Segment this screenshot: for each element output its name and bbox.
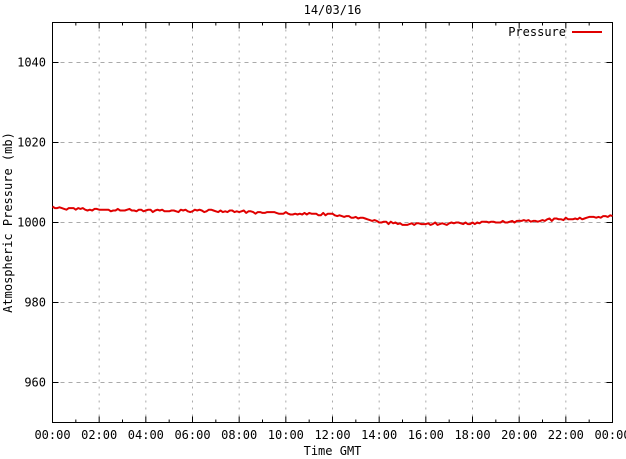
- x-tick-label: 00:00: [594, 428, 626, 442]
- x-tick-label: 18:00: [454, 428, 490, 442]
- x-tick-label: 08:00: [221, 428, 257, 442]
- x-tick-label: 10:00: [268, 428, 304, 442]
- y-tick-label: 960: [24, 376, 46, 390]
- y-axis-label: Atmospheric Pressure (mb): [1, 132, 15, 313]
- y-tick-label: 1020: [17, 136, 46, 150]
- x-tick-label: 04:00: [128, 428, 164, 442]
- x-tick-label: 02:00: [81, 428, 117, 442]
- plot-border: [52, 22, 613, 423]
- chart-title: 14/03/16: [304, 3, 362, 17]
- x-tick-labels: 00:00 02:00 04:00 06:00 08:00 10:00 12:00 14:00…: [34, 428, 626, 442]
- y-tick-label: 1040: [17, 56, 46, 70]
- x-tick-label: 06:00: [174, 428, 210, 442]
- y-tick-label: 1000: [17, 216, 46, 230]
- gridlines: [52, 22, 613, 423]
- x-tick-label: 14:00: [361, 428, 397, 442]
- x-tick-label: 12:00: [314, 428, 350, 442]
- x-tick-label: 16:00: [408, 428, 444, 442]
- x-axis-label: Time GMT: [304, 444, 362, 458]
- pressure-series-line: [51, 205, 613, 226]
- x-tick-label: 00:00: [34, 428, 70, 442]
- x-tick-label: 20:00: [501, 428, 537, 442]
- y-tick-label: 980: [24, 296, 46, 310]
- y-tick-labels: 960 980 1000 1020 1040: [17, 56, 46, 390]
- legend-label: Pressure: [508, 25, 566, 39]
- x-tick-label: 22:00: [548, 428, 584, 442]
